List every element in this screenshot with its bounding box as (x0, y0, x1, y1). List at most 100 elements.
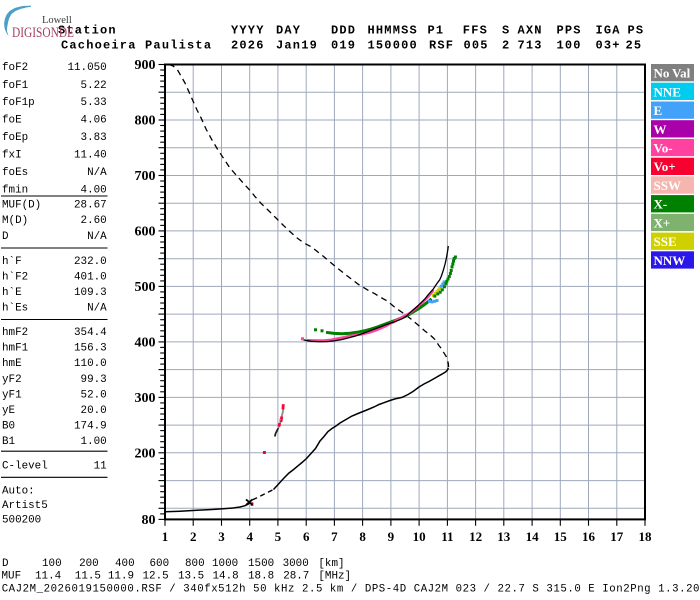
svg-text:N/A: N/A (87, 303, 107, 315)
svg-text:SSE: SSE (654, 234, 677, 249)
svg-text:PPS: PPS (557, 24, 582, 38)
svg-text:80: 80 (142, 513, 156, 528)
svg-text:99.3: 99.3 (81, 374, 107, 386)
svg-text:2026: 2026 (231, 38, 265, 52)
svg-text:3000: 3000 (283, 558, 309, 570)
svg-text:NNW: NNW (654, 253, 686, 268)
svg-text:CAJ2M_2026019150000.RSF / 340f: CAJ2M_2026019150000.RSF / 340fx512h 50 k… (2, 584, 700, 596)
svg-text:Lowell: Lowell (42, 15, 72, 26)
svg-text:3: 3 (218, 529, 225, 544)
svg-text:5.33: 5.33 (81, 97, 107, 109)
svg-text:MUF(D): MUF(D) (2, 200, 41, 212)
svg-text:No Val: No Val (654, 66, 691, 81)
svg-text:150000: 150000 (368, 38, 418, 52)
svg-text:SSW: SSW (654, 178, 681, 193)
svg-text:11.050: 11.050 (67, 62, 106, 74)
svg-text:800: 800 (185, 558, 205, 570)
svg-text:DIGISONDE: DIGISONDE (12, 25, 74, 41)
svg-text:PS: PS (628, 24, 645, 38)
svg-text:100: 100 (557, 38, 582, 52)
svg-text:300: 300 (135, 391, 156, 406)
svg-text:M(D): M(D) (2, 215, 28, 227)
svg-text:900: 900 (135, 58, 156, 73)
svg-text:hmE: hmE (2, 358, 22, 370)
svg-text:700: 700 (135, 169, 156, 184)
svg-text:5: 5 (275, 529, 282, 544)
svg-text:Cachoeira Paulista: Cachoeira Paulista (61, 38, 212, 52)
svg-text:S: S (502, 24, 510, 38)
svg-text:03+: 03+ (596, 38, 621, 52)
svg-text:17: 17 (610, 529, 624, 544)
svg-text:1000: 1000 (212, 558, 238, 570)
svg-text:109.3: 109.3 (74, 287, 107, 299)
svg-text:Vo-: Vo- (654, 141, 673, 156)
svg-text:Station: Station (58, 24, 117, 38)
svg-text:25: 25 (626, 38, 643, 52)
svg-text:3.83: 3.83 (81, 132, 107, 144)
svg-text:h`F: h`F (2, 255, 22, 268)
svg-text:Auto:: Auto: (2, 486, 35, 498)
svg-text:hmF1: hmF1 (2, 343, 29, 355)
svg-text:Artist5: Artist5 (2, 500, 48, 512)
svg-text:MUF: MUF (2, 571, 22, 583)
svg-text:10: 10 (413, 529, 426, 544)
svg-text:8: 8 (359, 529, 366, 544)
svg-text:[km]: [km] (318, 558, 344, 570)
svg-text:D: D (2, 558, 9, 570)
svg-text:18.8: 18.8 (248, 571, 274, 583)
svg-text:1: 1 (162, 529, 169, 544)
svg-text:200: 200 (135, 447, 156, 462)
svg-text:800: 800 (135, 114, 156, 129)
svg-text:11.9: 11.9 (108, 571, 134, 583)
svg-text:18: 18 (639, 529, 653, 544)
svg-text:232.0: 232.0 (74, 256, 107, 268)
svg-text:110.0: 110.0 (74, 358, 107, 370)
svg-text:2: 2 (502, 38, 510, 52)
svg-text:RSF: RSF (429, 38, 454, 52)
svg-text:28.7: 28.7 (283, 571, 309, 583)
svg-text:5.22: 5.22 (81, 80, 107, 92)
svg-text:C-level: C-level (2, 461, 48, 473)
svg-text:7: 7 (331, 529, 338, 544)
svg-text:4.06: 4.06 (81, 115, 107, 127)
svg-text:yE: yE (2, 405, 15, 417)
svg-text:400: 400 (115, 558, 135, 570)
svg-text:B1: B1 (2, 436, 16, 448)
svg-text:4.00: 4.00 (81, 184, 107, 196)
svg-text:11.4: 11.4 (35, 571, 61, 583)
svg-text:yF2: yF2 (2, 374, 22, 386)
svg-text:D: D (2, 231, 9, 243)
svg-text:13: 13 (497, 529, 511, 544)
svg-text:h`E: h`E (2, 286, 22, 299)
svg-text:foF2: foF2 (2, 62, 28, 74)
svg-text:12: 12 (469, 529, 482, 544)
svg-text:FFS: FFS (463, 24, 488, 38)
svg-text:600: 600 (150, 558, 170, 570)
svg-text:DDD: DDD (331, 24, 356, 38)
svg-text:174.9: 174.9 (74, 420, 107, 432)
svg-text:4: 4 (246, 529, 253, 544)
svg-text:h`F2: h`F2 (2, 270, 28, 283)
svg-text:401.0: 401.0 (74, 271, 107, 283)
svg-text:16: 16 (582, 529, 596, 544)
svg-text:20.0: 20.0 (81, 405, 107, 417)
svg-text:1.00: 1.00 (81, 436, 107, 448)
svg-text:6: 6 (303, 529, 310, 544)
svg-text:28.67: 28.67 (74, 200, 107, 212)
svg-text:foEs: foEs (2, 167, 28, 179)
svg-text:11.5: 11.5 (75, 571, 101, 583)
svg-text:B0: B0 (2, 420, 15, 432)
svg-text:2: 2 (190, 529, 197, 544)
svg-text:11: 11 (94, 461, 108, 473)
svg-text:11.40: 11.40 (74, 150, 107, 162)
svg-text:hmF2: hmF2 (2, 327, 28, 339)
svg-text:1500: 1500 (248, 558, 274, 570)
svg-text:N/A: N/A (87, 231, 107, 243)
svg-text:h`Es: h`Es (2, 302, 28, 315)
svg-text:354.4: 354.4 (74, 327, 107, 339)
svg-text:100: 100 (42, 558, 62, 570)
svg-text:foEp: foEp (2, 132, 28, 144)
svg-text:E: E (654, 103, 663, 118)
svg-text:52.0: 52.0 (81, 389, 107, 401)
svg-text:P1: P1 (428, 24, 445, 38)
